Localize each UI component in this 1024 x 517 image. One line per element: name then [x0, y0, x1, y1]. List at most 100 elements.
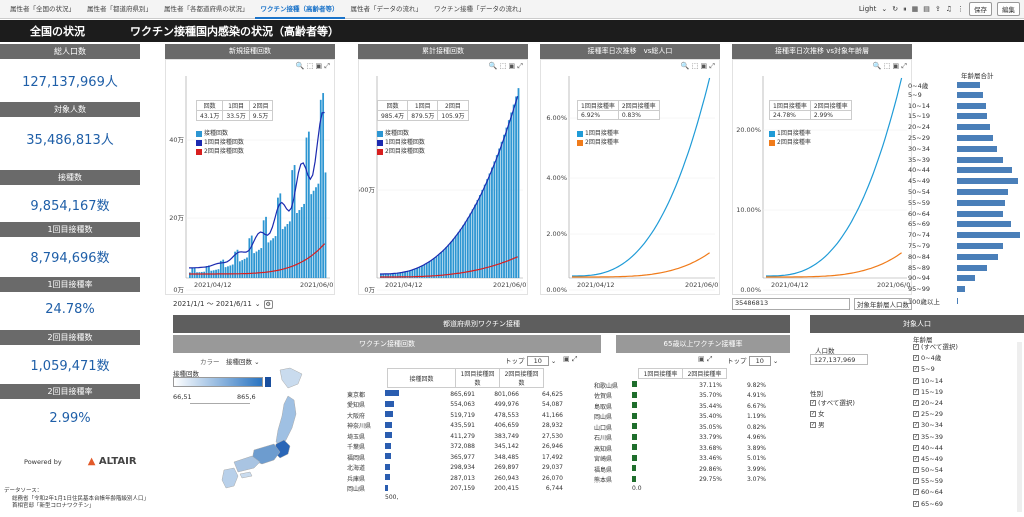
bar[interactable]: [488, 173, 491, 278]
checkbox[interactable]: ✓: [913, 500, 919, 507]
table-row[interactable]: 北海道 298,934 269,897 29,037: [345, 463, 565, 474]
color-value[interactable]: 接種回数: [226, 358, 252, 366]
age-row[interactable]: 15~19: [908, 112, 988, 120]
age-bar[interactable]: [957, 264, 988, 271]
age-bar[interactable]: [957, 91, 984, 98]
checkbox[interactable]: ✓: [810, 422, 816, 429]
filter-option[interactable]: ✓ 55~59: [913, 476, 958, 487]
bar[interactable]: [464, 221, 467, 278]
age-bar[interactable]: [957, 189, 1009, 195]
checkbox[interactable]: ✓: [913, 344, 919, 350]
range-slider[interactable]: [190, 403, 250, 404]
bar[interactable]: [421, 265, 423, 278]
bar[interactable]: [229, 265, 232, 278]
top-value[interactable]: 10: [748, 356, 771, 366]
bar[interactable]: [267, 242, 270, 278]
bar[interactable]: [284, 226, 286, 278]
bar[interactable]: [435, 256, 438, 278]
bar[interactable]: [392, 273, 394, 278]
bar[interactable]: [476, 199, 479, 278]
series-line[interactable]: [766, 252, 902, 278]
bar[interactable]: [478, 195, 481, 278]
age-row[interactable]: 30~34: [908, 145, 997, 153]
checkbox[interactable]: ✓: [913, 411, 919, 418]
bar[interactable]: [196, 272, 198, 278]
age-bar[interactable]: [957, 232, 1021, 239]
bar[interactable]: [404, 271, 406, 278]
age-bar[interactable]: [957, 243, 1004, 249]
legend-item[interactable]: 1回目接種回数: [377, 137, 425, 146]
bar[interactable]: [454, 235, 457, 278]
bar[interactable]: [442, 249, 445, 278]
bar[interactable]: [396, 273, 399, 278]
bar[interactable]: [305, 137, 308, 278]
bar[interactable]: [193, 267, 196, 278]
bar[interactable]: [423, 264, 426, 278]
bar[interactable]: [224, 267, 227, 278]
table-row[interactable]: 熊本県 29.75% 3.07%: [592, 475, 768, 486]
color-select[interactable]: カラー 接種回数 ⌄: [200, 358, 260, 366]
legend-item[interactable]: 接種回数: [196, 128, 244, 137]
bar[interactable]: [452, 238, 455, 278]
tab-2[interactable]: 属性者「各都道府県の状況」: [164, 4, 249, 13]
bar[interactable]: [450, 241, 452, 278]
age-bar[interactable]: [957, 102, 987, 109]
checkbox[interactable]: ✓: [913, 478, 919, 485]
bar[interactable]: [286, 224, 289, 278]
bar[interactable]: [322, 93, 325, 279]
bar[interactable]: [246, 257, 248, 278]
date-range-value[interactable]: 2021/1/1 〜 2021/6/11: [173, 300, 252, 308]
bar[interactable]: [260, 248, 263, 278]
filter-option[interactable]: ✓ 男: [810, 420, 855, 431]
legend-item[interactable]: 2回目接種率: [769, 137, 811, 146]
map-kinki-chugoku[interactable]: [233, 455, 261, 473]
bar[interactable]: [234, 251, 236, 278]
table-row[interactable]: 東京都 865,691 801,066 64,625: [345, 389, 565, 400]
table-row[interactable]: 宮崎県 33.46% 5.01%: [592, 454, 768, 465]
bar[interactable]: [191, 267, 194, 278]
bar[interactable]: [231, 264, 234, 278]
bar[interactable]: [440, 252, 443, 278]
filter-option[interactable]: ✓ (すべて選択): [913, 342, 958, 353]
bar[interactable]: [300, 207, 303, 278]
age-bar[interactable]: [957, 167, 1013, 174]
legend-item[interactable]: 2回目接種率: [577, 137, 619, 146]
age-bar[interactable]: [957, 199, 1005, 206]
map-shikoku[interactable]: [239, 471, 253, 479]
bar[interactable]: [238, 261, 241, 278]
pause-icon[interactable]: ⏸: [903, 4, 907, 13]
filter-option[interactable]: ✓ 60~64: [913, 487, 958, 498]
bar[interactable]: [510, 112, 513, 278]
edit-button[interactable]: 編集: [997, 2, 1020, 16]
table-row[interactable]: 山口県 35.05% 0.82%: [592, 422, 768, 433]
tab-65-rate[interactable]: 65歳以上ワクチン接種率: [616, 335, 790, 353]
bar[interactable]: [248, 238, 251, 278]
chart-svg[interactable]: 6.00% 4.00% 2.00% 0.00% 2021/04/12 2021/06/07: [541, 60, 719, 296]
more-icon[interactable]: ⋮: [957, 5, 964, 13]
column-header[interactable]: 2回目接種率: [682, 368, 727, 379]
age-bar[interactable]: [957, 253, 998, 260]
share-icon[interactable]: ⇪: [934, 5, 941, 13]
bar[interactable]: [227, 266, 229, 278]
checkbox[interactable]: ✓: [913, 444, 919, 451]
filter-option[interactable]: ✓ 25~29: [913, 409, 958, 420]
bar[interactable]: [296, 213, 298, 278]
bar[interactable]: [406, 271, 409, 278]
tab-4[interactable]: 属性者「データの流れ」: [350, 4, 423, 13]
table-row[interactable]: 愛知県 554,063 499,976 54,087: [345, 400, 565, 411]
chart-tools-icon[interactable]: 🔍 ⬚ ▣ ⤢: [680, 62, 715, 70]
bar[interactable]: [481, 189, 484, 278]
age-row[interactable]: 5~9: [908, 91, 984, 99]
bar[interactable]: [413, 269, 416, 278]
table-row[interactable]: 埼玉県 411,279 383,749 27,530: [345, 431, 565, 442]
japan-map[interactable]: [218, 366, 318, 494]
tab-vaccine-doses[interactable]: ワクチン接種回数: [173, 335, 601, 353]
bell-icon[interactable]: ♫: [945, 5, 952, 13]
age-row[interactable]: 65~69: [908, 220, 1012, 228]
chart-tools-icon[interactable]: 🔍 ⬚ ▣ ⤢: [295, 62, 330, 70]
tab-1[interactable]: 属性者「都道府県別」: [87, 4, 152, 13]
bar[interactable]: [408, 270, 411, 278]
column-header[interactable]: 1回目接種率: [638, 368, 683, 379]
bar[interactable]: [389, 273, 392, 278]
age-bar[interactable]: [957, 124, 990, 131]
